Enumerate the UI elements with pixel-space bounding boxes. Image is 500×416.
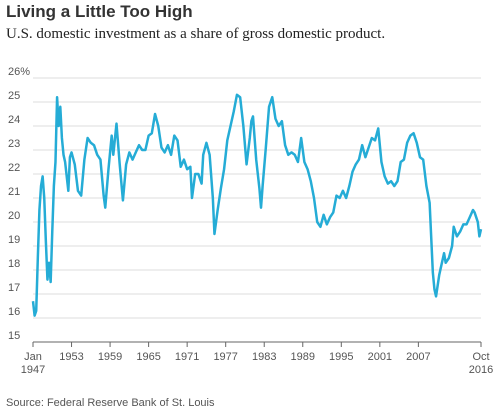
x-tick-label: 1959 (97, 351, 123, 363)
source-note: Source: Federal Reserve Bank of St. Loui… (6, 397, 215, 409)
chart-subtitle: U.S. domestic investment as a share of g… (6, 26, 386, 42)
y-tick-label: 19 (8, 234, 20, 246)
y-tick-label: 21 (8, 186, 20, 198)
x-tick-label: 1971 (174, 351, 200, 363)
x-tick-label: 2007 (406, 351, 431, 363)
data-line (31, 93, 483, 317)
x-tick-label: 1989 (290, 351, 315, 363)
x-tick-label: 1965 (136, 351, 161, 363)
y-tick-label: 20 (8, 210, 20, 222)
y-tick-label: 26% (8, 66, 30, 78)
x-tick-label: 2001 (367, 351, 393, 363)
y-tick-label: 23 (8, 138, 20, 150)
x-tick-label: Jan 1947 (20, 351, 46, 376)
y-tick-label: 22 (8, 162, 20, 174)
x-tick-label: Oct 2016 (468, 351, 494, 376)
x-tick-label: 1995 (329, 351, 354, 363)
y-tick-label: 17 (8, 282, 20, 294)
chart-title: Living a Little Too High (6, 2, 193, 21)
y-tick-label: 18 (8, 258, 20, 270)
y-tick-label: 25 (8, 90, 20, 102)
y-tick-label: 15 (8, 330, 20, 342)
y-tick-label: 16 (8, 306, 20, 318)
x-tick-label: 1977 (213, 351, 238, 363)
y-tick-label: 24 (8, 114, 20, 126)
x-tick-label: 1953 (59, 351, 84, 363)
x-tick-label: 1983 (251, 351, 277, 363)
